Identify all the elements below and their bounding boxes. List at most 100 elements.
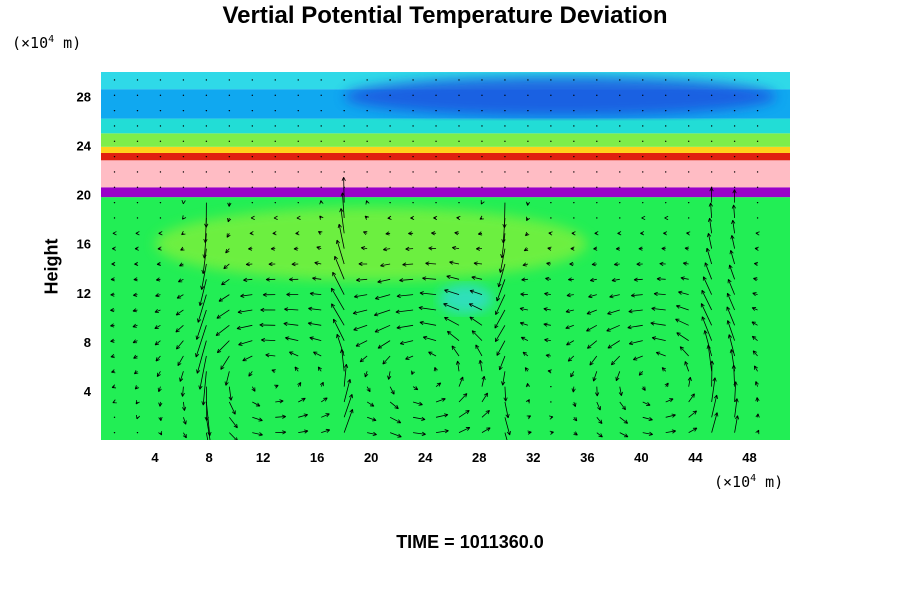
vector-arrow: [308, 306, 322, 311]
vector-dot: [619, 109, 621, 112]
vector-dot: [733, 109, 736, 112]
vector-dot: [687, 155, 690, 158]
vector-arrow: [573, 431, 578, 436]
vector-dot: [481, 140, 483, 143]
vector-arrow: [596, 432, 603, 438]
vector-arrow: [422, 276, 437, 281]
vector-dot: [320, 125, 322, 127]
vector-dot: [481, 94, 483, 97]
vector-dot: [527, 125, 529, 127]
vector-arrow: [321, 413, 330, 418]
x-tick-label: 40: [634, 450, 648, 465]
vector-arrow: [297, 381, 302, 387]
vector-arrow: [218, 294, 230, 302]
vector-arrow: [332, 271, 345, 295]
vector-arrow: [549, 415, 554, 420]
vector-dot: [550, 186, 552, 189]
vector-arrow: [619, 432, 629, 438]
vector-arrow: [366, 401, 375, 407]
vector-arrow: [446, 330, 460, 341]
vector-dot: [389, 79, 391, 81]
vector-arrow: [630, 293, 643, 298]
vector-dot: [710, 94, 713, 97]
vector-arrow: [615, 371, 621, 382]
vector-arrow: [224, 371, 230, 386]
y-tick-label: 28: [77, 90, 91, 105]
vector-arrow: [154, 340, 161, 346]
vector-dot: [756, 201, 759, 204]
vector-arrow: [177, 355, 184, 367]
vector-arrow: [481, 427, 491, 433]
vector-dot: [366, 155, 368, 158]
vector-arrow: [570, 371, 575, 378]
vector-arrow: [358, 261, 368, 266]
vector-arrow: [451, 245, 460, 251]
vector-arrow: [544, 292, 551, 297]
vector-arrow: [396, 324, 414, 330]
vector-arrow: [433, 215, 438, 221]
vector-dot: [550, 201, 552, 204]
vector-arrow: [181, 200, 186, 205]
vector-arrow: [469, 289, 483, 296]
vector-arrow: [240, 293, 253, 298]
vector-arrow: [519, 321, 529, 326]
vector-dot: [251, 109, 254, 112]
vector-dot: [504, 109, 506, 112]
vector-arrow: [273, 215, 278, 220]
vector-arrow: [478, 359, 483, 372]
vector-arrow: [753, 277, 758, 282]
vector-arrow: [606, 324, 620, 332]
vector-arrow: [595, 386, 600, 397]
vector-dot: [113, 140, 116, 143]
vector-dot: [504, 155, 506, 158]
vector-arrow: [525, 201, 531, 206]
vector-dot: [136, 171, 139, 173]
vector-arrow: [319, 381, 324, 387]
vector-arrow: [261, 337, 276, 343]
vector-arrow: [686, 231, 691, 236]
vector-arrow: [636, 261, 643, 267]
vector-dot: [756, 109, 759, 112]
vector-dot: [159, 201, 162, 204]
vector-arrow: [271, 369, 276, 374]
vector-dot: [642, 201, 644, 204]
vector-dot: [573, 155, 575, 158]
vector-arrow: [734, 398, 739, 418]
vector-arrow: [291, 262, 299, 267]
vector-dot: [687, 94, 690, 97]
vector-arrow: [589, 355, 598, 366]
vector-arrow: [520, 336, 529, 341]
vector-dot: [504, 186, 506, 189]
vector-dot: [435, 155, 437, 158]
vector-dot: [458, 79, 460, 81]
vector-arrow: [588, 294, 597, 299]
vector-arrow: [444, 316, 460, 326]
vector-dot: [596, 79, 598, 81]
vector-arrow: [288, 351, 299, 357]
vector-dot: [756, 125, 759, 127]
vector-dot: [596, 201, 598, 204]
vector-arrow: [435, 382, 442, 387]
vector-arrow: [245, 262, 253, 267]
vector-arrow: [374, 294, 391, 300]
vector-dot: [435, 171, 437, 173]
vector-arrow: [352, 309, 368, 315]
vector-arrow: [618, 386, 623, 396]
vector-arrow: [525, 383, 531, 388]
vector-arrow: [573, 416, 578, 422]
vector-arrow: [571, 231, 576, 236]
vector-arrow: [181, 230, 186, 236]
vector-dot: [412, 155, 414, 158]
vector-arrow: [204, 202, 209, 228]
vector-arrow: [700, 303, 713, 326]
vector-dot: [205, 155, 208, 158]
vector-arrow: [607, 340, 620, 349]
vector-dot: [596, 171, 598, 173]
vector-dot: [320, 109, 322, 112]
vector-dot: [343, 171, 345, 173]
vector-arrow: [132, 323, 138, 328]
vector-arrow: [252, 401, 261, 407]
vector-dot: [297, 125, 299, 127]
vector-dot: [458, 171, 460, 173]
vector-dot: [458, 201, 460, 204]
